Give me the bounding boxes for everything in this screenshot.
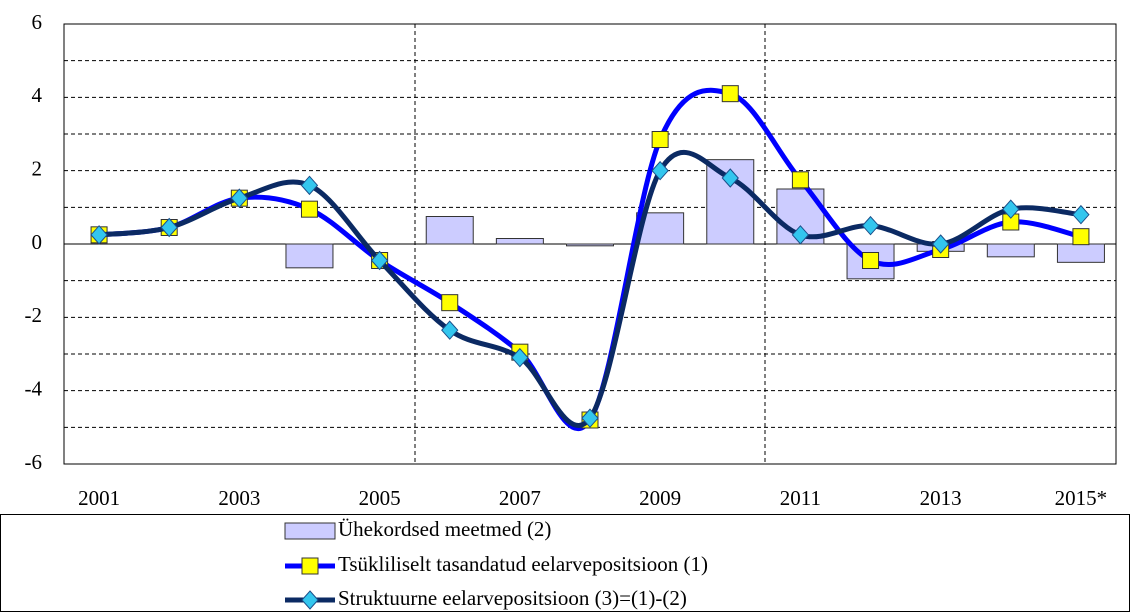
marker [931, 234, 950, 254]
marker [791, 171, 809, 189]
marker [651, 160, 669, 181]
marker [1072, 228, 1090, 246]
marker [791, 225, 810, 245]
bar [566, 243, 614, 247]
marker [441, 294, 459, 312]
legend-marker [301, 557, 319, 575]
legend-label: Ühekordsed meetmed (2) [338, 517, 551, 541]
y-tick-label: 2 [32, 156, 43, 180]
x-tick-label: 2005 [359, 486, 401, 510]
bar [425, 216, 474, 245]
x-tick-label: 2013 [920, 486, 962, 510]
bar [1056, 243, 1105, 263]
y-tick-label: 4 [32, 83, 43, 107]
x-tick-label: 2001 [78, 486, 120, 510]
x-tick-label: 2015* [1055, 486, 1108, 510]
y-tick-label: 6 [32, 10, 43, 34]
marker [511, 347, 529, 368]
marker [370, 250, 389, 271]
marker [861, 215, 880, 236]
bar [495, 238, 544, 245]
bar [986, 243, 1035, 258]
legend-swatch [284, 522, 336, 540]
marker [300, 175, 319, 196]
series-line [98, 149, 1082, 428]
marker [721, 168, 739, 188]
marker [721, 85, 739, 103]
marker [1072, 204, 1090, 225]
legend-marker [301, 590, 319, 610]
marker [90, 225, 108, 245]
y-tick-label: -4 [25, 376, 43, 400]
bar [285, 243, 334, 269]
marker [581, 408, 599, 428]
x-tick-label: 2011 [780, 486, 821, 510]
marker [862, 252, 880, 269]
marker [300, 200, 318, 218]
marker [1002, 199, 1020, 219]
marker [651, 131, 669, 148]
x-tick-label: 2009 [639, 486, 681, 510]
y-tick-label: 0 [32, 230, 43, 254]
marker [160, 217, 178, 238]
y-tick-label: -6 [25, 450, 43, 474]
marker [441, 320, 459, 340]
series-line [98, 87, 1082, 432]
x-tick-label: 2003 [218, 486, 260, 510]
x-tick-label: 2007 [499, 486, 541, 510]
legend-label: Tsükliliselt tasandatud eelarvepositsioo… [338, 552, 708, 576]
y-tick-label: -2 [25, 303, 43, 327]
marker [230, 188, 249, 208]
legend-label: Struktuurne eelarvepositsioon (3)=(1)-(2… [338, 586, 687, 610]
